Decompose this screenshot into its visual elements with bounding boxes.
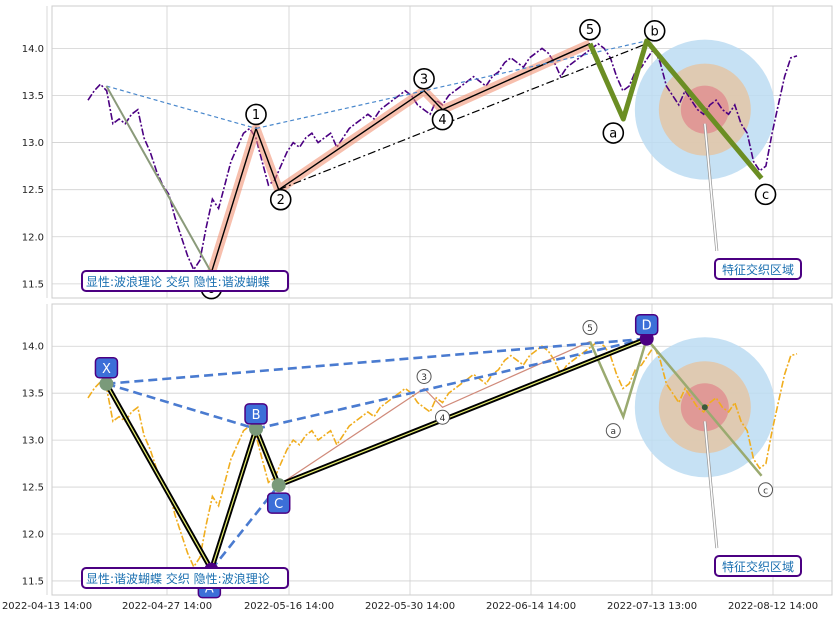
x-tick-label: 2022-04-27 14:00: [122, 601, 212, 612]
harmonic-label-A: A: [205, 582, 214, 597]
y-tick-label: 14.0: [22, 342, 44, 353]
wave-label-2: 2: [277, 193, 285, 208]
correction-line: [587, 38, 764, 180]
wave-marker-4: [431, 108, 454, 131]
zone-center-dot: [701, 404, 708, 411]
y-tick-label: 12.5: [22, 483, 44, 494]
channel-lower: [278, 43, 647, 191]
harmonic-dot-C: [271, 478, 286, 493]
wave-label-5: 5: [586, 23, 594, 38]
harmonic-box-C: [266, 492, 291, 514]
wave-marker-5: [582, 320, 598, 336]
y-tick-label: 13.5: [22, 91, 44, 102]
zone-label-box: [714, 555, 802, 577]
wave-marker-2: [269, 188, 292, 211]
zone-label: 特征交织区域: [722, 559, 794, 574]
wave-marker-3: [416, 368, 432, 384]
wave-label-3: 3: [421, 373, 427, 383]
wave-label-1: 1: [252, 108, 260, 123]
y-tick-label: 12.0: [22, 232, 44, 243]
y-tick-label: 14.0: [22, 44, 44, 55]
y-tick-label: 13.0: [22, 138, 44, 149]
harmonic-leg-core-BC: [255, 428, 280, 486]
harmonic-leg-core-XA: [105, 383, 212, 570]
correction-faint-a: [588, 338, 648, 421]
correction-label-b: b: [651, 24, 659, 39]
x-tick-label: 2022-06-14 14:00: [486, 601, 576, 612]
impulse-line: [210, 43, 591, 273]
panel-content: [87, 38, 798, 276]
correction-label-a: a: [609, 127, 617, 142]
correction-label-c: c: [762, 188, 769, 203]
panel-1: 11.512.012.513.013.514.0012345abc显性:波浪理论…: [22, 5, 833, 300]
channel-upper-b: [255, 40, 647, 130]
wave-label-4: 4: [438, 113, 446, 128]
harmonic-xd: [106, 337, 647, 386]
xa-leg: [105, 85, 213, 274]
x-tick-label: 2022-07-13 13:00: [607, 601, 697, 612]
harmonic-box-X: [94, 357, 119, 379]
correction-label-c: c: [763, 486, 768, 496]
wave-label-5: 5: [587, 324, 593, 334]
y-tick-label: 13.5: [22, 389, 44, 400]
harmonic-leg-core-CD: [278, 338, 647, 486]
caption-box: [81, 567, 289, 589]
zone-label-box: [714, 258, 802, 280]
zone-arrow-core: [704, 123, 718, 251]
correction-marker-c: [758, 482, 774, 498]
panel-caption: 显性:谐波蝴蝶 交织 隐性:波浪理论: [86, 571, 270, 586]
harmonic-box-D: [634, 313, 659, 336]
harmonic-dot-X: [99, 376, 114, 391]
zone-arrow-core: [704, 421, 718, 549]
x-tick-label: 2022-05-16 14:00: [244, 601, 334, 612]
wave-label-4: 4: [440, 414, 446, 424]
wave-marker-5: [579, 18, 601, 41]
wave-marker-3: [413, 67, 435, 90]
correction-marker-b: [643, 20, 666, 42]
y-tick-label: 11.5: [22, 576, 44, 587]
y-tick-label: 12.0: [22, 529, 44, 540]
harmonic-dot-B: [249, 421, 264, 436]
x-tick-label: 2022-04-13 14:00: [2, 601, 92, 612]
y-tick-label: 12.5: [22, 185, 44, 196]
caption-box: [81, 270, 289, 292]
panel-caption: 显性:波浪理论 交织 隐性:谐波蝴蝶: [86, 274, 270, 289]
x-tick-label: 2022-08-12 14:00: [728, 601, 818, 612]
x-tick-label: 2022-05-30 14:00: [365, 601, 455, 612]
wave-marker-1: [245, 103, 267, 126]
harmonic-label-D: D: [642, 319, 652, 334]
zone-label: 特征交织区域: [722, 262, 794, 277]
correction-marker-a: [602, 122, 625, 144]
y-tick-label: 11.5: [22, 279, 44, 290]
correction-marker-a: [605, 423, 621, 439]
wave-marker-4: [435, 409, 450, 425]
wave-faint: [278, 341, 591, 486]
y-tick-label: 13.0: [22, 436, 44, 447]
channel-upper-a: [106, 85, 257, 130]
panel-content: [87, 336, 798, 571]
correction-label-a: a: [611, 427, 617, 437]
harmonic-leg-core-AB: [210, 428, 257, 570]
harmonic-label-X: X: [102, 362, 111, 377]
harmonic-box-B: [244, 403, 268, 425]
harmonic-label-C: C: [274, 497, 283, 512]
correction-marker-c: [754, 183, 777, 206]
harmonic-label-B: B: [252, 408, 261, 423]
wave-label-3: 3: [420, 72, 428, 87]
panel-2: 11.5 12.0 12.5 13.0 13.5 14.0 X A B C D 3 4 5 a c 显性:谐波蝴…: [22, 303, 833, 599]
harmonic-bd: [255, 337, 647, 431]
price-line: [87, 340, 798, 569]
harmonic-xb: [106, 382, 257, 431]
